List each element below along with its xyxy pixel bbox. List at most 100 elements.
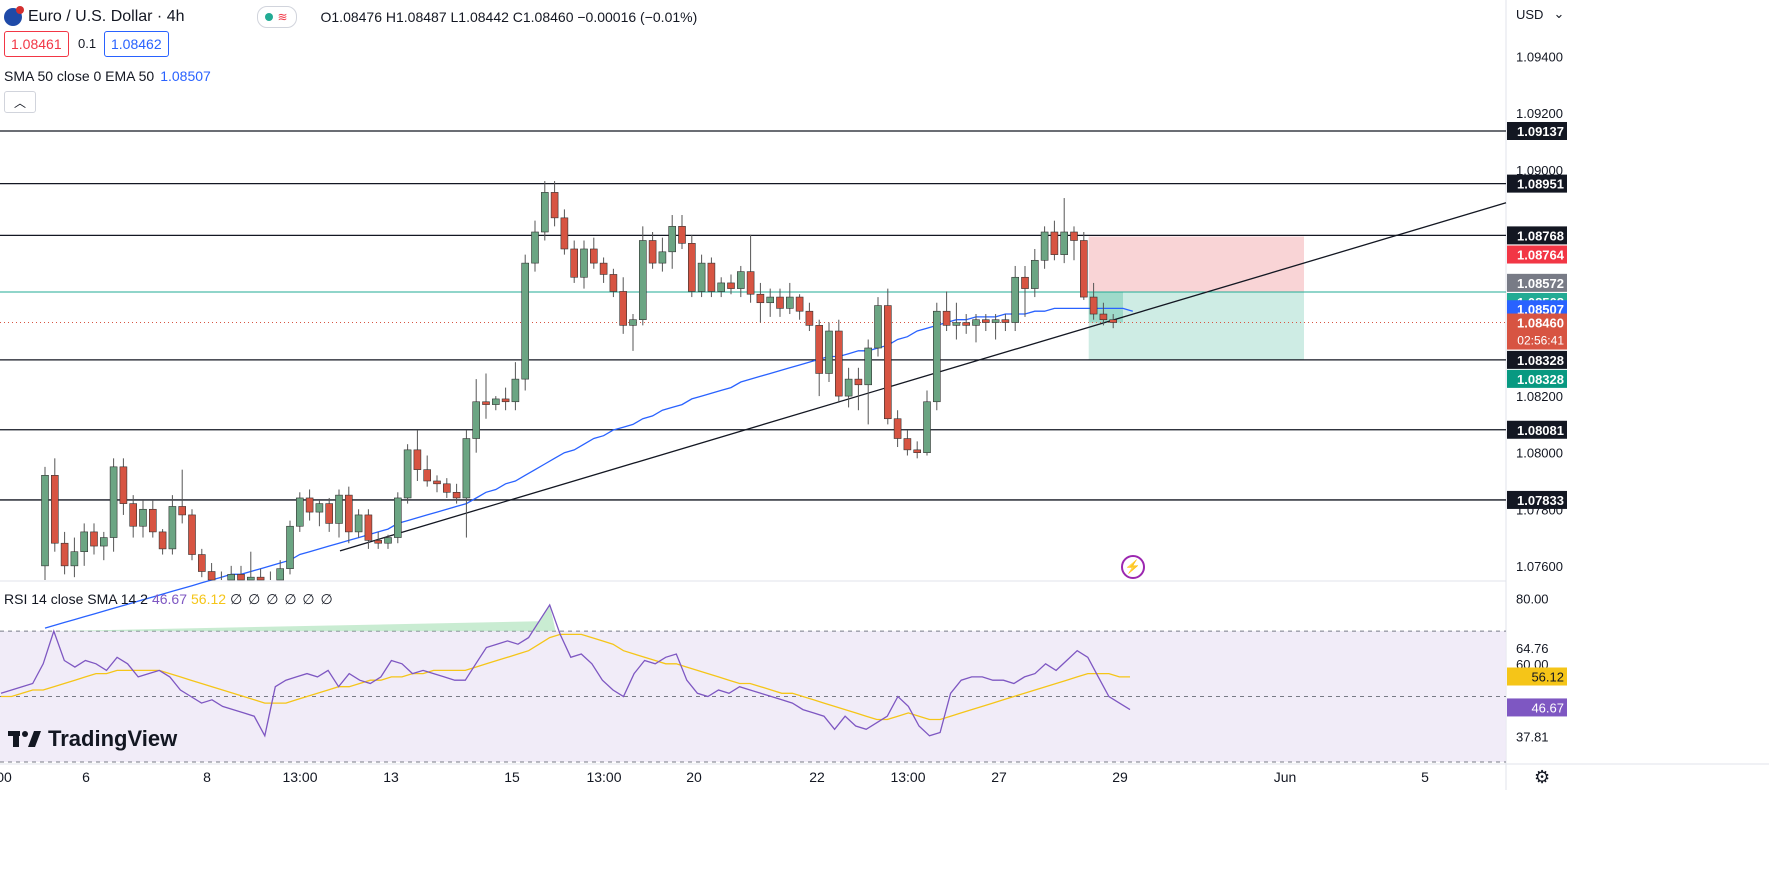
indicator-legend-rsi[interactable]: RSI 14 close SMA 14 2 46.67 56.12 ∅ ∅ ∅ ∅ ∅…: [4, 591, 334, 608]
sell-button[interactable]: 1.08461: [4, 31, 69, 57]
candle-body: [247, 576, 255, 581]
price-axis-badge: 1.08328: [1507, 350, 1567, 369]
candle-body: [354, 514, 363, 533]
candle: [393, 492, 402, 544]
candle-body: [658, 251, 667, 264]
candle: [687, 234, 696, 298]
candle-body: [1109, 319, 1117, 323]
candle-body: [1080, 240, 1088, 298]
candle: [354, 509, 363, 538]
candle: [315, 500, 324, 527]
candle: [883, 288, 892, 425]
candle: [442, 478, 451, 498]
candle-body: [452, 491, 461, 499]
candle: [864, 339, 873, 425]
candle: [198, 548, 206, 578]
candle-body: [315, 503, 324, 513]
candle: [227, 565, 235, 581]
badge-text: 1.08081: [1517, 423, 1564, 438]
rsi-label: RSI 14 close SMA 14 2: [4, 591, 148, 607]
candle-body: [1089, 296, 1098, 315]
candle-body: [364, 514, 373, 541]
lightning-event-icon[interactable]: ⚡: [1121, 555, 1145, 579]
badge-text: 1.08768: [1517, 228, 1564, 243]
candle-body: [766, 296, 775, 304]
candle-body: [727, 282, 735, 289]
badge-bg: [1507, 313, 1567, 350]
time-tick-label: 15: [504, 769, 520, 785]
candle-body: [609, 274, 618, 292]
candle-body: [903, 438, 912, 451]
candle: [472, 379, 481, 453]
candle-body: [717, 282, 726, 292]
candle: [727, 274, 735, 295]
candle-body: [1070, 231, 1078, 241]
candle: [903, 430, 912, 456]
buy-button[interactable]: 1.08462: [104, 31, 169, 57]
candle: [1089, 282, 1098, 320]
candle: [1050, 220, 1059, 261]
ema-label: SMA 50 close 0 EMA 50: [4, 68, 155, 84]
trendline[interactable]: [339, 202, 1507, 552]
candle-body: [952, 322, 961, 326]
candle: [1109, 314, 1117, 329]
indicator-legend-ema[interactable]: SMA 50 close 0 EMA 50 1.08507: [4, 68, 211, 84]
candle: [717, 277, 726, 298]
candle: [942, 291, 951, 332]
market-status-chip[interactable]: ≋: [256, 6, 297, 28]
stop-loss-zone[interactable]: [1088, 236, 1304, 292]
currency-button[interactable]: USD ⌄: [1510, 2, 1572, 26]
candle-body: [109, 466, 118, 538]
candle-body: [972, 319, 980, 326]
candle: [119, 458, 128, 515]
tradingview-mark-icon: [8, 731, 41, 747]
time-tick-label: 13:00: [282, 769, 317, 785]
candle-body: [295, 497, 304, 527]
badge-text: 1.08328: [1517, 353, 1564, 368]
candle-body: [286, 525, 294, 569]
candle-body: [90, 531, 98, 547]
candle-body: [1050, 231, 1059, 255]
candle-body: [815, 325, 824, 374]
badge-bg: [1507, 121, 1567, 140]
chevron-down-icon: ⌄: [1553, 6, 1565, 21]
settings-gear-icon[interactable]: ⚙: [1534, 767, 1551, 787]
candle: [413, 430, 422, 481]
candle: [952, 302, 961, 340]
market-open-dot-icon: [265, 13, 274, 21]
candle: [589, 237, 598, 269]
candle: [295, 492, 304, 532]
candle-body: [41, 475, 49, 567]
candle: [638, 226, 647, 326]
candle-body: [531, 231, 539, 264]
candle: [560, 209, 569, 255]
price-axis-badge: 1.08572: [1507, 273, 1567, 292]
price-tick-label: 1.07600: [1516, 559, 1563, 574]
countdown-text: 02:56:41: [1517, 334, 1564, 348]
candle-body: [570, 248, 579, 278]
candle: [482, 373, 490, 419]
position-tool[interactable]: [1088, 236, 1304, 360]
candle-body: [139, 508, 147, 527]
candle: [658, 237, 667, 272]
candle-body: [1021, 276, 1029, 289]
candle: [41, 466, 49, 580]
time-tick-label: 6: [82, 769, 90, 785]
candle: [785, 282, 794, 315]
candle: [1060, 198, 1068, 264]
badge-text: 1.08460: [1517, 316, 1564, 331]
candle-body: [482, 401, 490, 405]
candle-body: [158, 531, 167, 550]
take-profit-zone[interactable]: [1088, 291, 1304, 360]
price-axis-badge: 1.08081: [1507, 420, 1567, 439]
candle: [697, 254, 706, 298]
tradingview-logo[interactable]: TradingView: [8, 726, 177, 752]
collapse-legend-button[interactable]: ︿: [4, 91, 36, 113]
candle-body: [178, 506, 186, 516]
candle-body: [678, 226, 686, 244]
candle-body: [707, 262, 716, 292]
candle: [247, 551, 255, 581]
rsi-sma-badge: 56.12: [1507, 667, 1567, 686]
symbol-title[interactable]: Euro / U.S. Dollar · 4h: [28, 8, 185, 25]
